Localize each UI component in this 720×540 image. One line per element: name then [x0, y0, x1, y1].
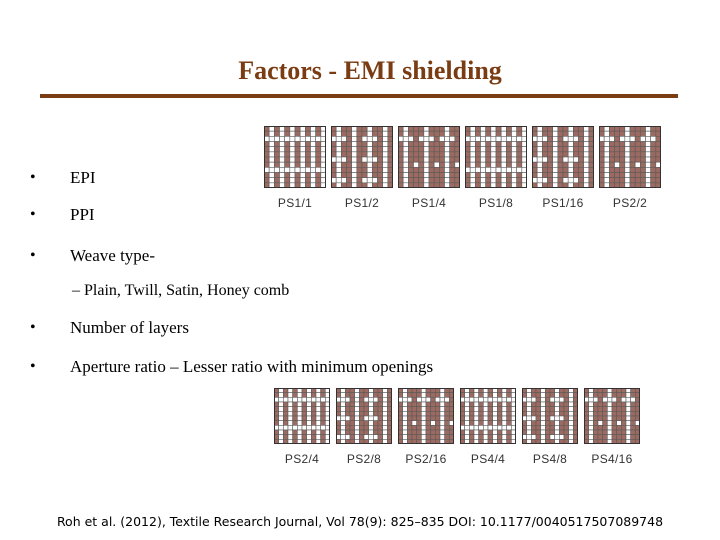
bullet-text: Number of layers: [70, 318, 189, 337]
bullet-dot: •: [30, 169, 36, 186]
title-underline: [40, 94, 678, 98]
pattern-row-top: PS1/1 PS1/2 PS1/4 PS1/8 PS1/16 PS2/2: [264, 126, 661, 210]
weave-pattern-grid: [398, 126, 460, 188]
bullet-weave-type: • Weave type-: [30, 246, 155, 266]
weave-pattern: PS4/16: [584, 388, 640, 466]
weave-pattern: PS2/16: [398, 388, 454, 466]
bullet-text: PPI: [70, 205, 95, 224]
weave-pattern: PS1/4: [398, 126, 460, 210]
bullet-dot: •: [30, 206, 36, 223]
pattern-row-bottom: PS2/4 PS2/8 PS2/16 PS4/4 PS4/8 PS4/16: [274, 388, 640, 466]
bullet-aperture-ratio: • Aperture ratio – Lesser ratio with min…: [30, 357, 433, 377]
weave-pattern-label: PS1/4: [411, 196, 447, 210]
weave-pattern-label: PS4/16: [591, 452, 633, 466]
weave-pattern-grid: [331, 126, 393, 188]
weave-pattern: PS4/8: [522, 388, 578, 466]
weave-pattern-grid: [460, 388, 516, 444]
weave-pattern-label: PS1/2: [344, 196, 380, 210]
weave-pattern-label: PS2/8: [346, 452, 382, 466]
bullet-dot: •: [30, 247, 36, 264]
weave-pattern-grid: [584, 388, 640, 444]
bullet-epi: • EPI: [30, 168, 96, 188]
weave-pattern-grid: [336, 388, 392, 444]
weave-pattern-label: PS1/1: [277, 196, 313, 210]
weave-pattern: PS1/8: [465, 126, 527, 210]
bullet-number-of-layers: • Number of layers: [30, 318, 189, 338]
weave-pattern-grid: [532, 126, 594, 188]
weave-pattern-grid: [465, 126, 527, 188]
bullet-ppi: • PPI: [30, 205, 95, 225]
weave-pattern: PS2/2: [599, 126, 661, 210]
slide-title: Factors - EMI shielding: [238, 56, 502, 85]
weave-pattern: PS2/8: [336, 388, 392, 466]
weave-pattern-label: PS4/4: [470, 452, 506, 466]
sub-bullet-weave-kinds: – Plain, Twill, Satin, Honey comb: [72, 282, 290, 299]
weave-pattern-grid: [274, 388, 330, 444]
weave-pattern-label: PS2/16: [405, 452, 447, 466]
bullet-dot: •: [30, 358, 36, 375]
bullet-text: Weave type-: [70, 246, 155, 265]
weave-pattern: PS1/1: [264, 126, 326, 210]
bullet-dot: •: [30, 319, 36, 336]
weave-pattern-label: PS2/4: [284, 452, 320, 466]
weave-pattern-grid: [264, 126, 326, 188]
weave-pattern-grid: [522, 388, 578, 444]
weave-pattern: PS1/2: [331, 126, 393, 210]
weave-pattern-label: PS1/16: [542, 196, 584, 210]
weave-pattern-label: PS4/8: [532, 452, 568, 466]
weave-pattern-label: PS1/8: [478, 196, 514, 210]
weave-pattern: PS4/4: [460, 388, 516, 466]
citation: Roh et al. (2012), Textile Research Jour…: [56, 514, 664, 529]
weave-pattern: PS2/4: [274, 388, 330, 466]
bullet-text: EPI: [70, 168, 96, 187]
weave-pattern-grid: [599, 126, 661, 188]
bullet-text: Aperture ratio – Lesser ratio with minim…: [70, 357, 434, 376]
weave-pattern-label: PS2/2: [612, 196, 648, 210]
weave-pattern-grid: [398, 388, 454, 444]
weave-pattern: PS1/16: [532, 126, 594, 210]
